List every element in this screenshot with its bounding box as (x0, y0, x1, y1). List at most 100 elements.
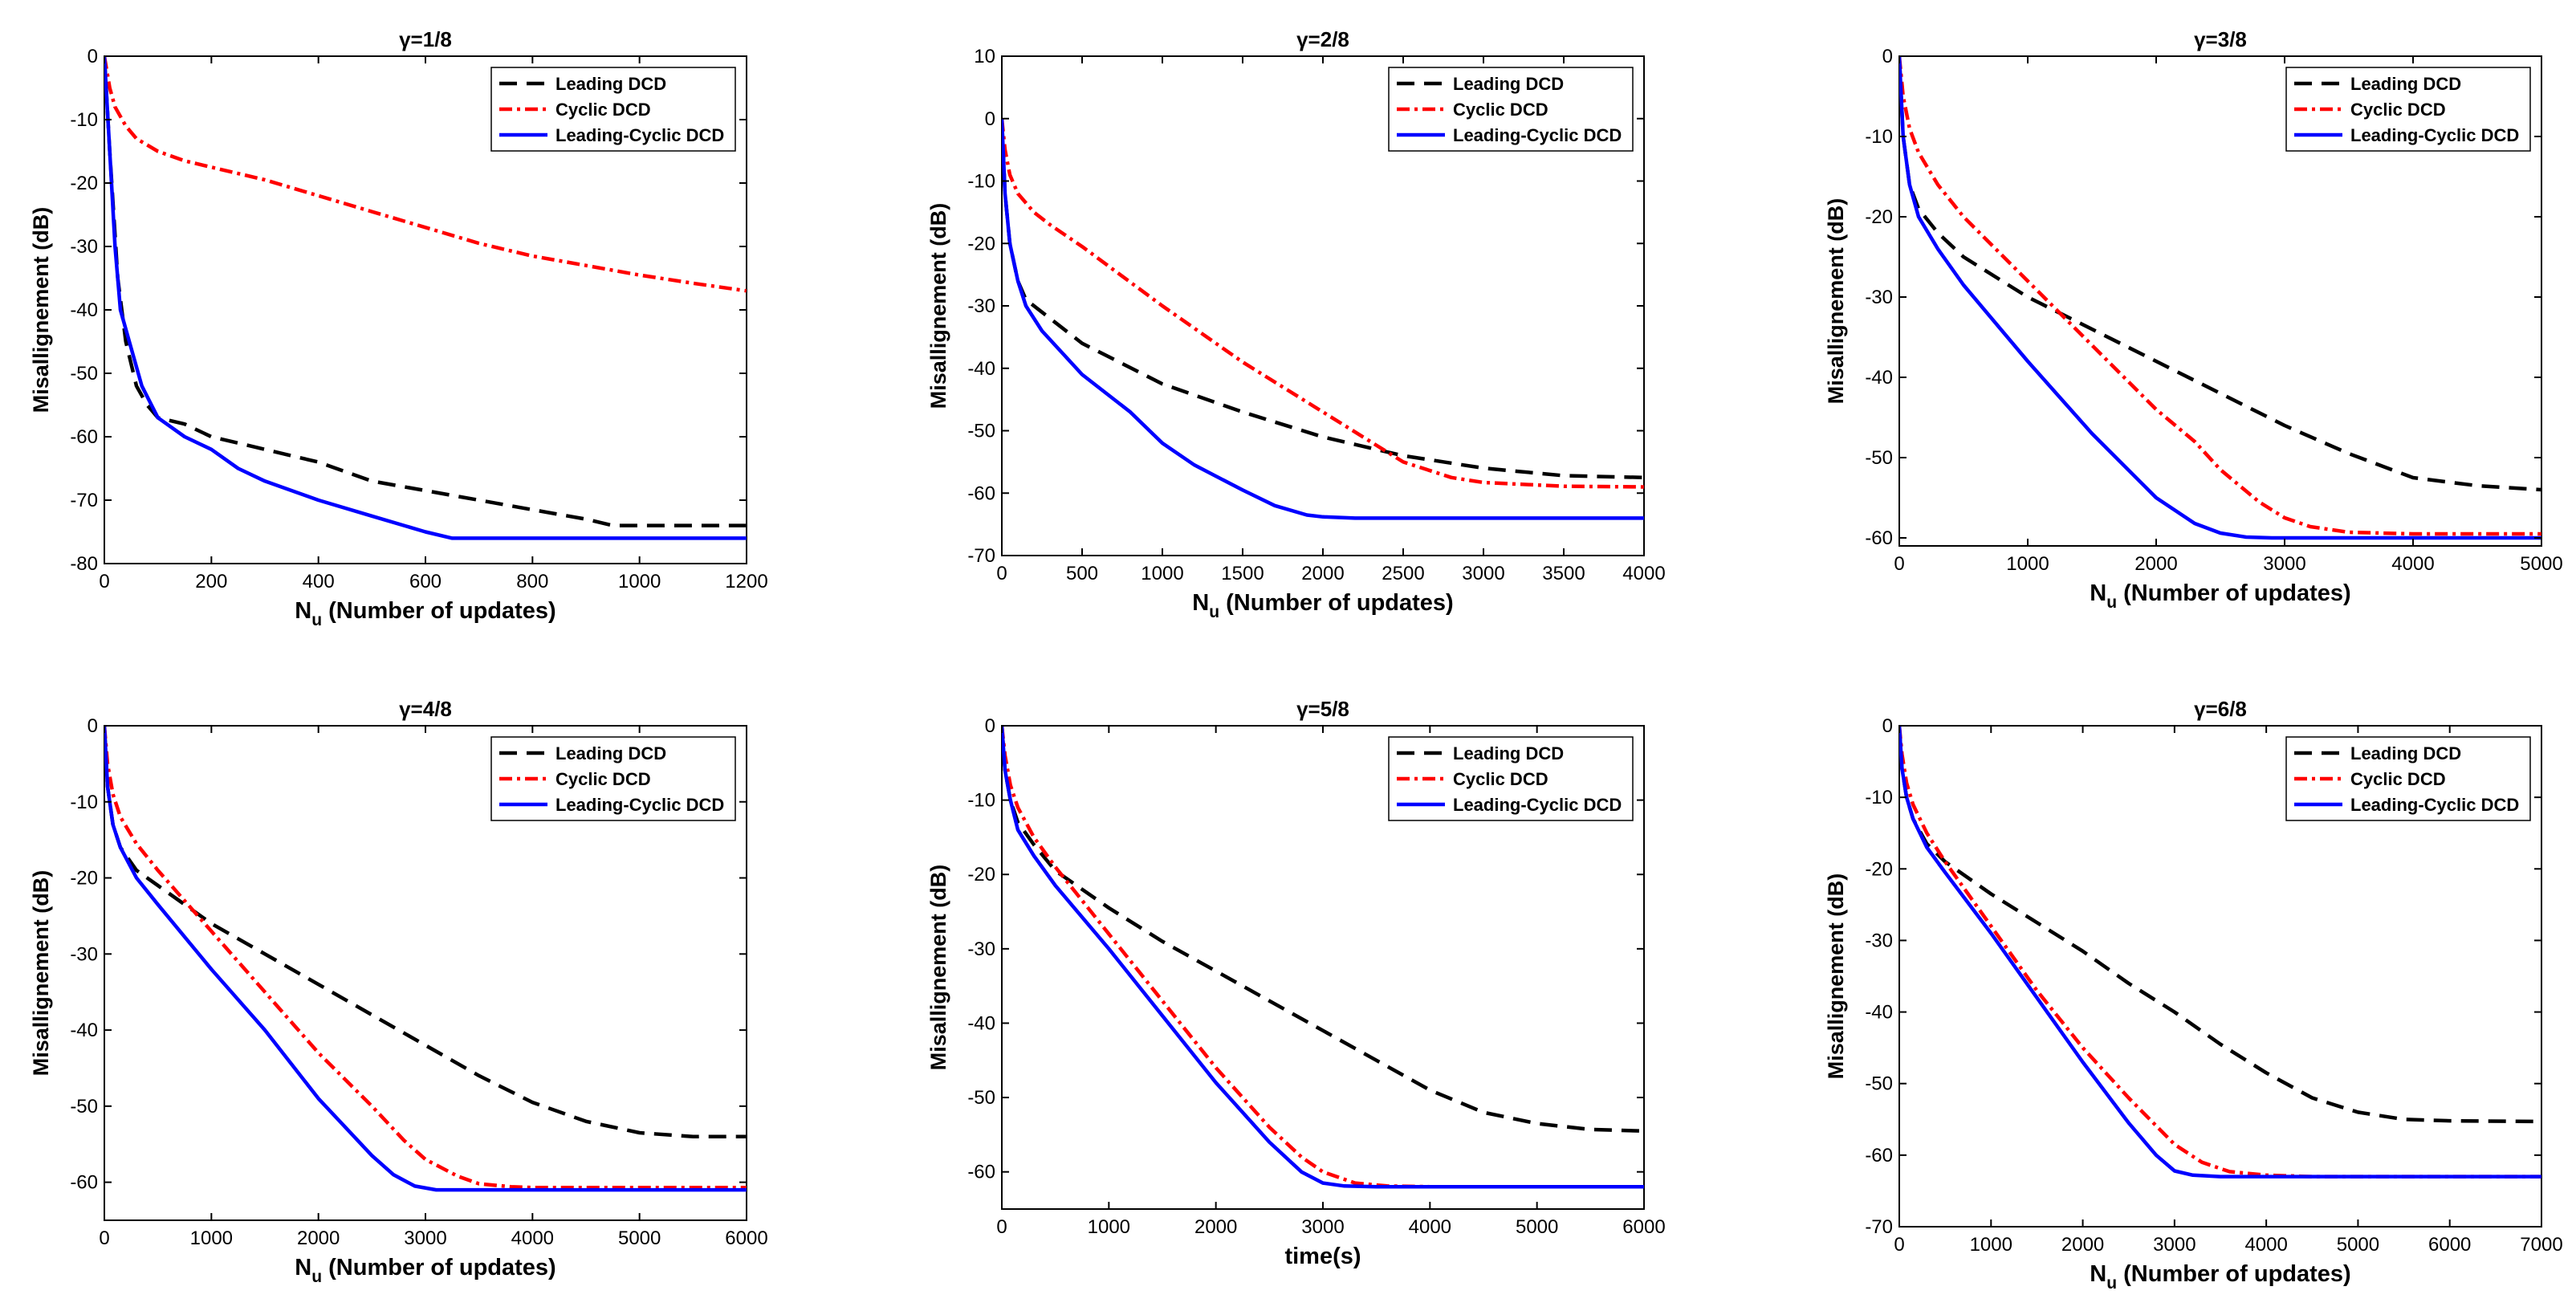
y-tick-label: -50 (70, 1096, 98, 1118)
x-tick-label: 2500 (1382, 563, 1424, 584)
series-line-cyclic (104, 726, 747, 1190)
y-tick-label: -50 (70, 363, 98, 385)
x-axis-label-main: N (2090, 1261, 2106, 1287)
x-tick-label: 0 (996, 563, 1007, 584)
y-tick-label: -70 (70, 490, 98, 511)
y-tick-label: -20 (70, 173, 98, 194)
legend: Leading DCD Cyclic DCD Leading-Cyclic DCD (2285, 67, 2531, 152)
x-tick-label: 3000 (404, 1228, 446, 1249)
legend-label: Cyclic DCD (1453, 100, 1548, 120)
y-tick-label: -60 (1865, 527, 1893, 549)
y-tick-label: 10 (974, 46, 995, 67)
x-tick-label: 1000 (190, 1228, 233, 1249)
x-axis-label: Nu (Number of updates) (295, 598, 555, 629)
x-axis-label-main: time(s) (1284, 1244, 1361, 1269)
x-tick-label: 1000 (1141, 563, 1183, 584)
y-tick-label: 0 (985, 108, 995, 130)
x-axis-label-subscript: u (2106, 593, 2117, 612)
chart-title: γ=4/8 (399, 697, 452, 721)
y-tick-label: -60 (70, 1172, 98, 1194)
x-tick-label: 3000 (1301, 1216, 1344, 1238)
x-tick-label: 1000 (1088, 1216, 1130, 1238)
legend-label: Leading DCD (2350, 74, 2461, 94)
x-axis-label-subscript: u (1209, 603, 1219, 621)
series-line-leading (1002, 118, 1644, 480)
y-tick-label: 0 (1882, 46, 1893, 67)
legend-label: Cyclic DCD (555, 100, 651, 120)
x-axis-label: Nu (Number of updates) (295, 1255, 555, 1286)
x-tick-label: 4000 (1622, 563, 1665, 584)
legend-label: Leading-Cyclic DCD (1453, 125, 1622, 145)
y-tick-label: -60 (967, 1162, 995, 1183)
y-tick-label: -10 (1865, 126, 1893, 148)
y-tick-label: -40 (70, 299, 98, 321)
series-line-leading-cyclic (1899, 56, 2541, 540)
y-tick-label: -40 (967, 1012, 995, 1034)
y-tick-label: -40 (70, 1020, 98, 1041)
subplot-5: 0 1000 2000 3000 4000 5000 6000 -60 -50 -40 -30 -20… (926, 697, 1666, 1269)
y-axis-label: Misallignement (dB) (1824, 198, 1848, 405)
x-tick-label: 3000 (2153, 1234, 2196, 1256)
legend-label: Leading-Cyclic DCD (2350, 795, 2519, 815)
legend-label: Cyclic DCD (2350, 769, 2446, 789)
legend-label: Leading DCD (555, 74, 666, 94)
legend-label: Leading DCD (2350, 743, 2461, 763)
subplot-6: 0 1000 2000 3000 4000 5000 6000 7000 -70 -60 -50 -4… (1824, 697, 2563, 1293)
x-tick-label: 1200 (725, 571, 767, 592)
y-tick-label: -10 (70, 109, 98, 131)
x-tick-label: 0 (1894, 1234, 1904, 1256)
x-tick-label: 4000 (511, 1228, 554, 1249)
legend: Leading DCD Cyclic DCD Leading-Cyclic DCD (490, 736, 736, 821)
series-line-leading-cyclic (104, 726, 747, 1192)
legend-label: Leading-Cyclic DCD (555, 125, 724, 145)
series-line-cyclic (1899, 726, 2541, 1179)
x-tick-label: 500 (1066, 563, 1098, 584)
y-tick-label: -50 (967, 421, 995, 442)
series-line-leading-cyclic (1899, 726, 2541, 1179)
subplot-4: 0 1000 2000 3000 4000 5000 6000 -60 -50 -40 -30 -20… (29, 697, 768, 1286)
x-tick-label: 7000 (2520, 1234, 2562, 1256)
chart-title: γ=3/8 (2194, 27, 2247, 51)
y-tick-label: -60 (1865, 1145, 1893, 1166)
x-axis-label-rest: (Number of updates) (322, 598, 556, 624)
y-tick-label: -10 (967, 790, 995, 812)
x-tick-label: 5000 (2337, 1234, 2379, 1256)
series-line-cyclic (104, 56, 747, 293)
y-tick-label: 0 (985, 715, 995, 737)
y-tick-label: -20 (1865, 206, 1893, 228)
x-tick-label: 4000 (1409, 1216, 1451, 1238)
y-tick-label: -30 (1865, 930, 1893, 951)
y-tick-label: 0 (1882, 715, 1893, 737)
x-tick-label: 6000 (2428, 1234, 2471, 1256)
x-tick-label: 5000 (2520, 553, 2562, 575)
x-axis-label-subscript: u (311, 611, 322, 629)
legend-label: Leading DCD (1453, 743, 1564, 763)
x-tick-label: 600 (409, 571, 442, 592)
y-tick-label: -80 (70, 553, 98, 575)
x-tick-label: 4000 (2244, 1234, 2287, 1256)
x-tick-label: 200 (195, 571, 227, 592)
chart-title: γ=2/8 (1296, 27, 1349, 51)
series-line-cyclic (1002, 726, 1644, 1189)
x-tick-label: 400 (303, 571, 335, 592)
legend: Leading DCD Cyclic DCD Leading-Cyclic DCD (490, 67, 736, 152)
chart-title: γ=6/8 (2194, 697, 2247, 721)
x-axis-label: time(s) (1284, 1244, 1361, 1269)
y-tick-label: -30 (70, 943, 98, 965)
y-tick-label: -70 (967, 545, 995, 567)
legend-label: Cyclic DCD (1453, 769, 1548, 789)
x-tick-label: 2000 (297, 1228, 340, 1249)
x-tick-label: 6000 (1622, 1216, 1665, 1238)
y-tick-label: -40 (1865, 1002, 1893, 1024)
x-axis-label-main: N (1192, 590, 1209, 616)
y-tick-label: -30 (967, 295, 995, 317)
y-tick-label: -30 (1865, 287, 1893, 308)
y-tick-label: -50 (1865, 447, 1893, 469)
y-tick-label: -20 (70, 868, 98, 890)
legend-label: Leading DCD (1453, 74, 1564, 94)
series-line-leading-cyclic (1002, 118, 1644, 520)
x-tick-label: 800 (516, 571, 548, 592)
legend-label: Cyclic DCD (555, 769, 651, 789)
x-axis-label-subscript: u (2106, 1274, 2117, 1293)
x-tick-label: 3500 (1542, 563, 1585, 584)
